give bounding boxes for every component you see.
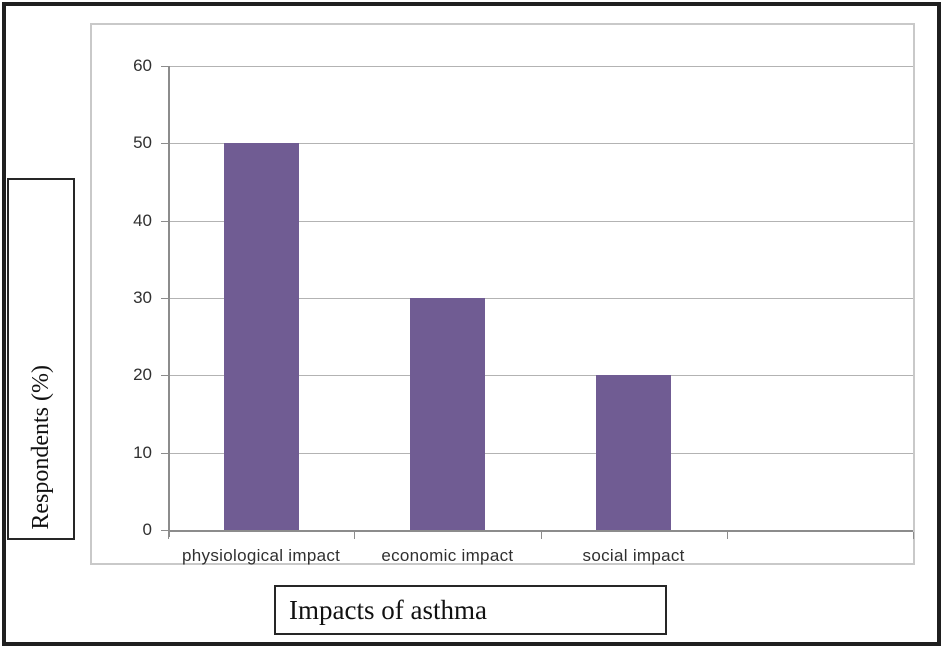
x-axis-title: Impacts of asthma xyxy=(289,594,487,625)
x-category-label: social impact xyxy=(582,546,685,565)
x-axis-line xyxy=(168,530,913,532)
bar xyxy=(223,143,299,530)
y-tick-label: 10 xyxy=(133,442,152,462)
y-gridline xyxy=(168,143,913,145)
x-axis-tick xyxy=(168,532,169,539)
y-gridline xyxy=(168,298,913,299)
y-axis-line xyxy=(168,66,170,537)
y-axis-tick xyxy=(161,66,168,67)
y-gridline xyxy=(168,66,913,67)
x-axis-tick xyxy=(913,532,914,539)
y-axis-tick xyxy=(161,452,168,454)
y-tick-label: 30 xyxy=(133,288,152,307)
y-axis-tick xyxy=(161,220,168,222)
y-tick-label: 20 xyxy=(133,365,152,385)
y-tick-label: 50 xyxy=(133,133,152,153)
x-axis-tick xyxy=(540,532,542,539)
chart-area: 0 10 20 30 40 50 60 physiological impact economi… xyxy=(90,23,915,565)
y-axis-title: Respondents (%) xyxy=(27,365,54,530)
bar xyxy=(596,375,672,530)
x-axis-title-box: Impacts of asthma xyxy=(274,585,667,635)
y-axis-title-box: Respondents (%) xyxy=(7,178,75,540)
y-gridline xyxy=(168,452,913,454)
x-axis-tick xyxy=(726,532,728,539)
x-axis-tick xyxy=(354,532,356,539)
x-category-label: economic impact xyxy=(381,546,514,565)
y-axis-tick xyxy=(161,298,168,299)
y-axis-tick xyxy=(161,530,168,531)
y-tick-label: 40 xyxy=(133,210,152,230)
y-tick-label: 60 xyxy=(133,56,152,75)
y-gridline xyxy=(168,375,913,377)
y-tick-label: 0 xyxy=(142,520,152,539)
y-axis-tick xyxy=(161,375,168,377)
y-axis-tick xyxy=(161,143,168,145)
bar xyxy=(409,298,485,530)
x-category-label: physiological impact xyxy=(182,546,341,565)
y-gridline xyxy=(168,220,913,222)
